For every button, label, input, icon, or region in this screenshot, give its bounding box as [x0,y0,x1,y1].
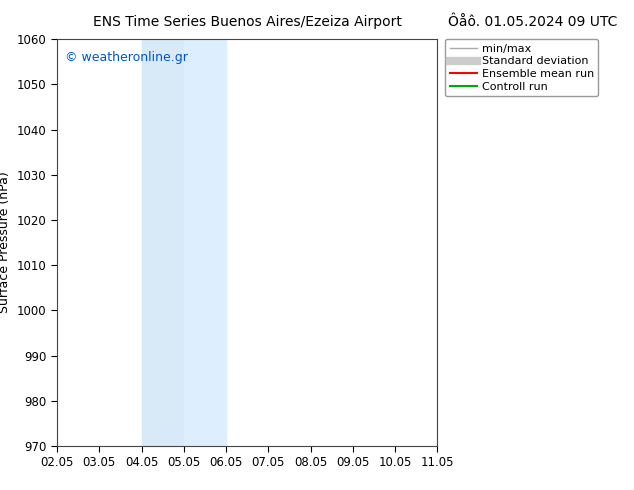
Bar [141,39,184,446]
Legend: min/max, Standard deviation, Ensemble mean run, Controll run: min/max, Standard deviation, Ensemble me… [445,39,598,97]
Text: Ôåô. 01.05.2024 09 UTC: Ôåô. 01.05.2024 09 UTC [448,15,618,29]
Text: ENS Time Series Buenos Aires/Ezeiza Airport: ENS Time Series Buenos Aires/Ezeiza Airp… [93,15,402,29]
Y-axis label: Surface Pressure (hPa): Surface Pressure (hPa) [0,172,11,314]
Text: © weatheronline.gr: © weatheronline.gr [65,51,188,64]
Bar [437,39,501,446]
Bar [184,39,226,446]
